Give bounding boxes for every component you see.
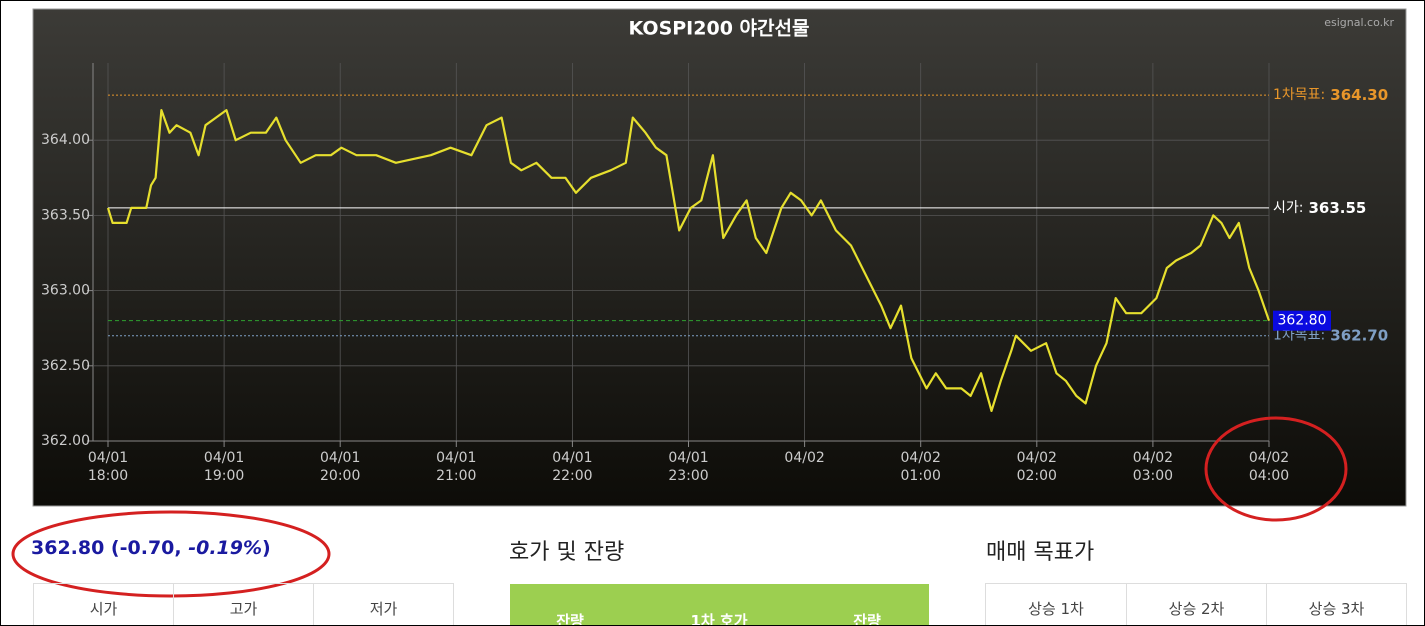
x-tick-label: 04/02 03:00 xyxy=(1132,450,1174,484)
x-tick-label: 04/01 21:00 xyxy=(436,450,477,484)
current-box xyxy=(1273,310,1331,331)
current-label: 362.80 xyxy=(1278,313,1327,329)
quote-close: ) xyxy=(262,537,271,559)
source: esignal.co.kr xyxy=(1324,16,1394,29)
y-tick-label: 363.00 xyxy=(41,283,90,299)
y-tick-label: 362.00 xyxy=(41,433,90,449)
x-tick-label: 04/01 18:00 xyxy=(87,450,129,484)
reference-label: 1차목표: 364.30 xyxy=(1273,86,1388,104)
reference-name: 1차목표: xyxy=(1273,328,1325,344)
x-tick-label: 04/02 04:00 xyxy=(1248,450,1290,484)
section-title: 매매 목표가 xyxy=(986,540,1095,565)
x-tick-label: 04/01 20:00 xyxy=(320,450,361,484)
reference-value: 362.70 xyxy=(1330,326,1388,344)
reference-value: 363.55 xyxy=(1308,198,1366,216)
table-header: 상승 2차 xyxy=(1126,583,1267,625)
table-header: 상승 3차 xyxy=(1266,583,1407,625)
price-line xyxy=(106,109,1271,412)
y-tick-label: 363.50 xyxy=(41,207,90,223)
annotation-circle xyxy=(1204,416,1348,522)
reference-name: 1차목표: xyxy=(1273,87,1325,103)
x-tick-label: 04/01 23:00 xyxy=(668,450,709,484)
x-tick-label: 04/01 22:00 xyxy=(552,450,593,484)
table-header: 잔량 xyxy=(556,612,584,626)
price-change: 362.80 (-0.70, xyxy=(31,537,189,559)
x-tick-label: 04/02 02:00 xyxy=(1016,450,1057,484)
x-tick-label: 04/02 xyxy=(784,450,825,466)
x-tick-label: 04/02 01:00 xyxy=(900,450,941,484)
y-tick-label: 362.50 xyxy=(41,358,90,374)
table-header: 1차 호가 xyxy=(690,612,748,626)
table-header: 상승 1차 xyxy=(985,583,1127,625)
quote: 362.80 (-0.70, -0.19%) xyxy=(31,537,271,559)
annotation-circle xyxy=(11,510,331,598)
orderbook-header xyxy=(510,584,929,625)
x-tick-label: 04/01 19:00 xyxy=(203,450,245,484)
reference-label: 시가: 363.55 xyxy=(1273,198,1366,216)
chart-title: KOSPI200 야간선물 xyxy=(629,18,810,40)
chart-panel xyxy=(32,8,1407,507)
section-title: 호가 및 잔량 xyxy=(509,540,625,565)
change-pct: -0.19% xyxy=(188,537,263,559)
table-header: 시가 xyxy=(33,583,174,625)
reference-label: 1차목표: 362.70 xyxy=(1273,326,1388,344)
table-header: 고가 xyxy=(173,583,314,625)
reference-name: 시가: xyxy=(1273,200,1303,216)
reference-value: 364.30 xyxy=(1330,86,1388,104)
y-tick-label: 364.00 xyxy=(41,132,90,148)
table-header: 잔량 xyxy=(853,612,881,626)
table-header: 저가 xyxy=(313,583,454,625)
